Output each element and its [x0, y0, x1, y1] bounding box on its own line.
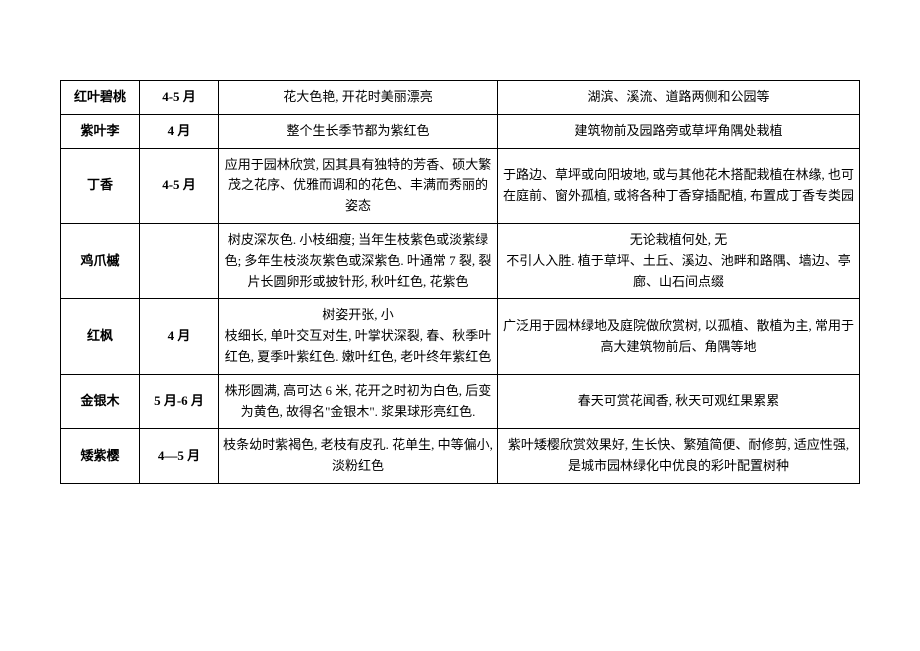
cell-use: 建筑物前及园路旁或草坪角隅处栽植 [498, 114, 860, 148]
cell-month: 5 月-6 月 [140, 374, 219, 429]
cell-desc: 整个生长季节都为紫红色 [219, 114, 498, 148]
cell-name: 金银木 [61, 374, 140, 429]
cell-name: 矮紫樱 [61, 429, 140, 484]
cell-name: 丁香 [61, 148, 140, 223]
cell-month: 4-5 月 [140, 81, 219, 115]
cell-month: 4 月 [140, 114, 219, 148]
table-row: 红叶碧桃 4-5 月 花大色艳, 开花时美丽漂亮 湖滨、溪流、道路两侧和公园等 [61, 81, 860, 115]
table-row: 金银木 5 月-6 月 株形圆满, 高可达 6 米, 花开之时初为白色, 后变为… [61, 374, 860, 429]
cell-name: 鸡爪槭 [61, 223, 140, 298]
cell-desc: 花大色艳, 开花时美丽漂亮 [219, 81, 498, 115]
cell-month [140, 223, 219, 298]
cell-name: 紫叶李 [61, 114, 140, 148]
cell-month: 4 月 [140, 299, 219, 374]
cell-desc: 株形圆满, 高可达 6 米, 花开之时初为白色, 后变为黄色, 故得名"金银木"… [219, 374, 498, 429]
cell-use: 湖滨、溪流、道路两侧和公园等 [498, 81, 860, 115]
table-row: 丁香 4-5 月 应用于园林欣赏, 因其具有独特的芳香、硕大繁茂之花序、优雅而调… [61, 148, 860, 223]
cell-use: 紫叶矮樱欣赏效果好, 生长快、繁殖简便、耐修剪, 适应性强, 是城市园林绿化中优… [498, 429, 860, 484]
table-row: 紫叶李 4 月 整个生长季节都为紫红色 建筑物前及园路旁或草坪角隅处栽植 [61, 114, 860, 148]
plant-table: 红叶碧桃 4-5 月 花大色艳, 开花时美丽漂亮 湖滨、溪流、道路两侧和公园等 … [60, 80, 860, 484]
cell-use: 广泛用于园林绿地及庭院做欣赏树, 以孤植、散植为主, 常用于高大建筑物前后、角隅… [498, 299, 860, 374]
cell-name: 红枫 [61, 299, 140, 374]
table-row: 鸡爪槭 树皮深灰色. 小枝细瘦; 当年生枝紫色或淡紫绿色; 多年生枝淡灰紫色或深… [61, 223, 860, 298]
cell-month: 4—5 月 [140, 429, 219, 484]
table-row: 矮紫樱 4—5 月 枝条幼时紫褐色, 老枝有皮孔. 花单生, 中等偏小, 淡粉红… [61, 429, 860, 484]
cell-use: 无论栽植何处, 无不引人入胜. 植于草坪、土丘、溪边、池畔和路隅、墙边、亭廊、山… [498, 223, 860, 298]
cell-desc: 树姿开张, 小枝细长, 单叶交互对生, 叶掌状深裂, 春、秋季叶红色, 夏季叶紫… [219, 299, 498, 374]
cell-desc: 枝条幼时紫褐色, 老枝有皮孔. 花单生, 中等偏小, 淡粉红色 [219, 429, 498, 484]
page-container: 红叶碧桃 4-5 月 花大色艳, 开花时美丽漂亮 湖滨、溪流、道路两侧和公园等 … [0, 0, 920, 651]
cell-desc: 树皮深灰色. 小枝细瘦; 当年生枝紫色或淡紫绿色; 多年生枝淡灰紫色或深紫色. … [219, 223, 498, 298]
cell-name: 红叶碧桃 [61, 81, 140, 115]
table-row: 红枫 4 月 树姿开张, 小枝细长, 单叶交互对生, 叶掌状深裂, 春、秋季叶红… [61, 299, 860, 374]
cell-desc: 应用于园林欣赏, 因其具有独特的芳香、硕大繁茂之花序、优雅而调和的花色、丰满而秀… [219, 148, 498, 223]
cell-month: 4-5 月 [140, 148, 219, 223]
cell-use: 春天可赏花闻香, 秋天可观红果累累 [498, 374, 860, 429]
cell-use: 于路边、草坪或向阳坡地, 或与其他花木搭配栽植在林缘, 也可在庭前、窗外孤植, … [498, 148, 860, 223]
